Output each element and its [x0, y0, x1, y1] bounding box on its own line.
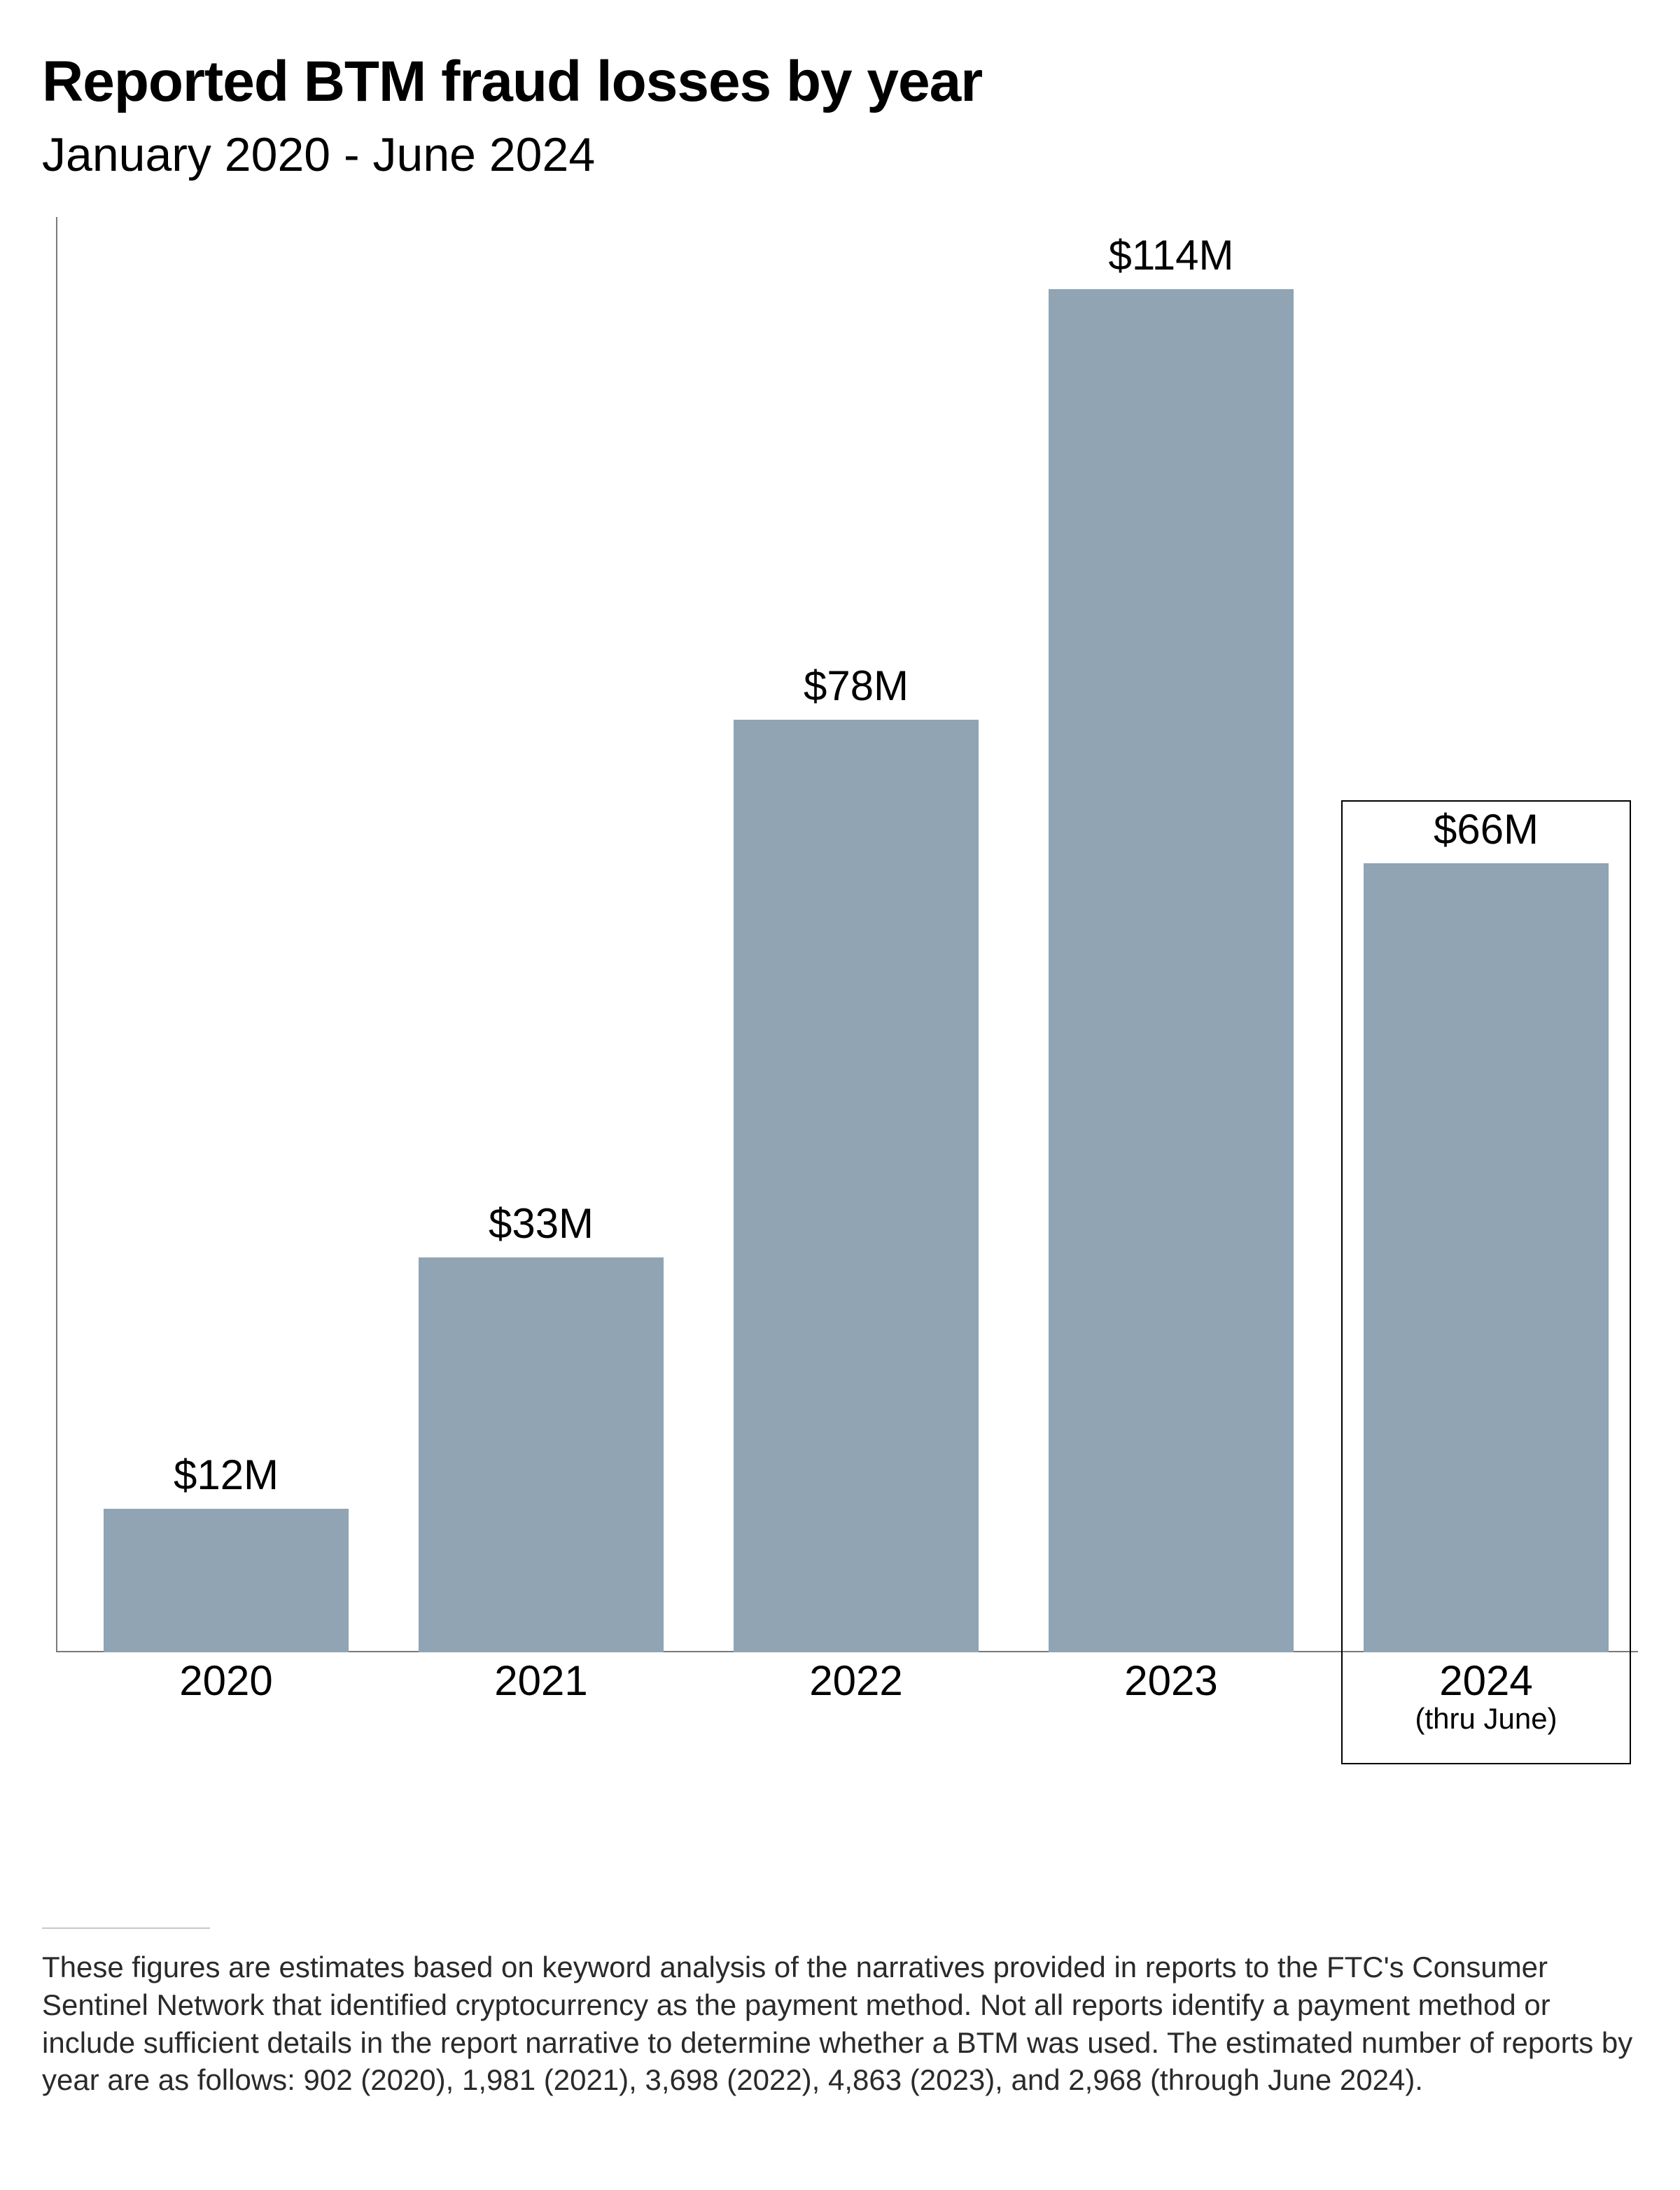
bar-slot: $12M: [104, 217, 349, 1652]
bar-slot: $114M: [1049, 217, 1294, 1652]
bar-slot: $66M: [1364, 217, 1609, 1652]
x-axis-label-main: 2020: [69, 1657, 384, 1705]
bar: [734, 720, 979, 1653]
x-axis-label: 2020: [69, 1657, 384, 1705]
x-axis-label: 2024(thru June): [1329, 1657, 1644, 1736]
x-axis-label-main: 2022: [699, 1657, 1014, 1705]
x-axis-sublabel: (thru June): [1329, 1702, 1644, 1736]
bar-slot: $78M: [734, 217, 979, 1652]
bar-value-label: $78M: [734, 662, 979, 710]
x-axis-label: 2021: [384, 1657, 699, 1705]
bar-value-label: $114M: [1049, 231, 1294, 279]
x-axis-label: 2023: [1014, 1657, 1329, 1705]
x-axis-label: 2022: [699, 1657, 1014, 1705]
bar: [104, 1509, 349, 1652]
chart-title: Reported BTM fraud losses by year: [42, 49, 1638, 115]
bars-container: $12M $33M $78M $114M $66M: [56, 217, 1638, 1652]
plot-area: $12M $33M $78M $114M $66M: [56, 217, 1638, 1652]
bar-value-label: $33M: [419, 1199, 664, 1248]
x-axis-label-main: 2024: [1329, 1657, 1644, 1705]
footnote-rule: [42, 1927, 210, 1929]
bar: [419, 1257, 664, 1652]
chart-subtitle: January 2020 - June 2024: [42, 127, 1638, 182]
footnote-region: These figures are estimates based on key…: [42, 1927, 1638, 2099]
bar-value-label: $12M: [104, 1451, 349, 1499]
x-axis-label-main: 2023: [1014, 1657, 1329, 1705]
x-axis-label-main: 2021: [384, 1657, 699, 1705]
x-axis-labels: 20202021202220232024(thru June): [56, 1652, 1638, 1764]
bar: [1364, 863, 1609, 1653]
page: Reported BTM fraud losses by year Januar…: [0, 0, 1680, 2190]
chart: $12M$33M$78M$114M$66M 202020212022202320…: [56, 217, 1624, 1764]
bar: [1049, 289, 1294, 1653]
footnote-text: These figures are estimates based on key…: [42, 1948, 1638, 2099]
bar-slot: $33M: [419, 217, 664, 1652]
bar-value-label: $66M: [1364, 805, 1609, 853]
